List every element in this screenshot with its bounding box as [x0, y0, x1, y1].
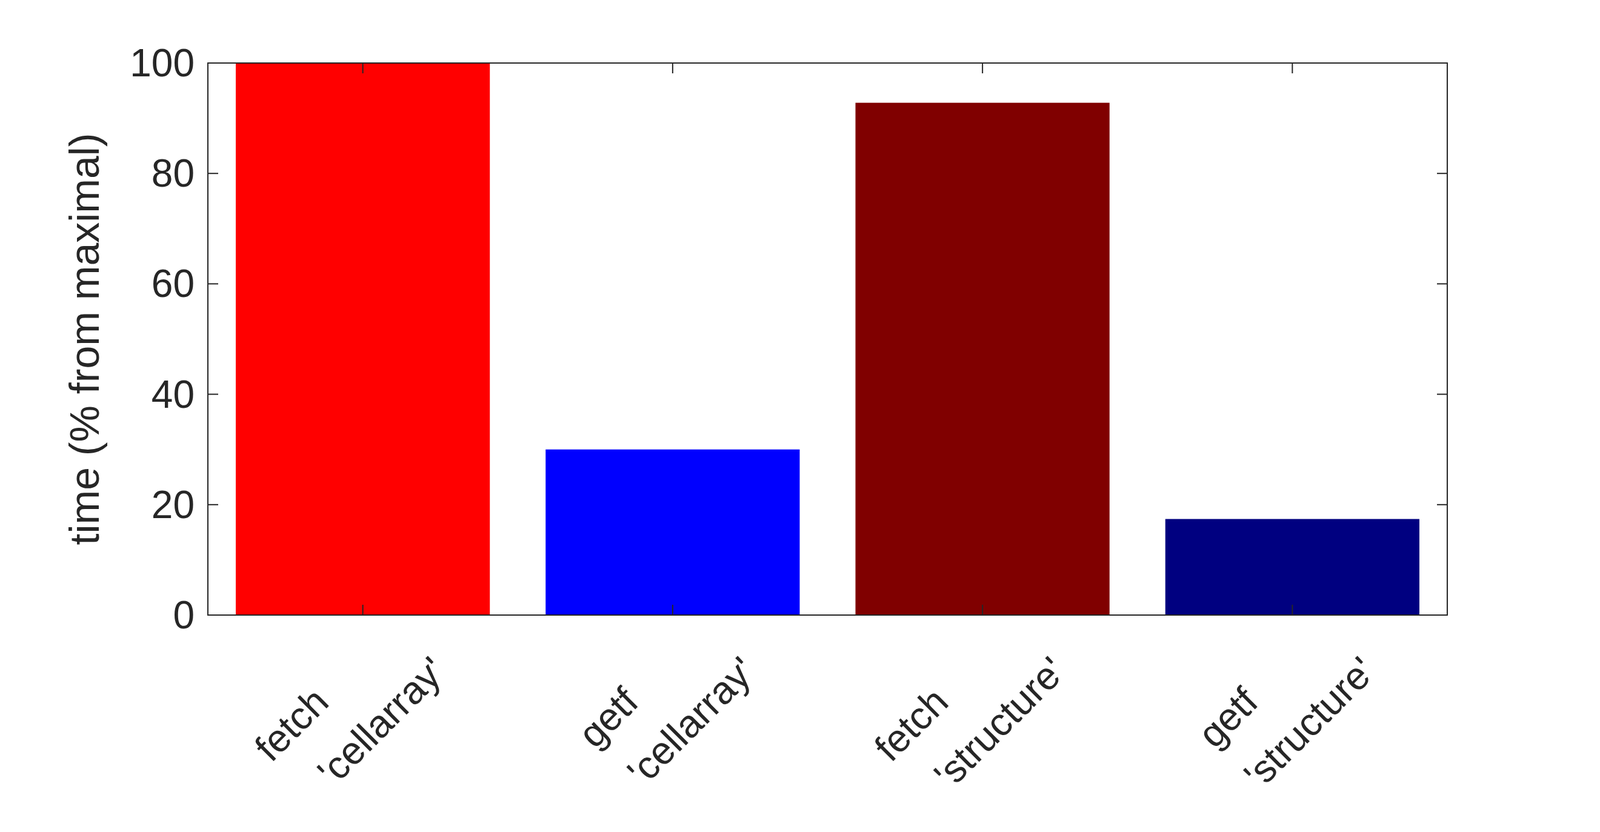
- y-tick-right: [1436, 504, 1448, 506]
- y-tick: [207, 172, 219, 174]
- bar: [235, 63, 490, 616]
- x-tick-top: [362, 63, 364, 74]
- y-tick-label: 0: [172, 593, 195, 637]
- x-tick-top: [672, 63, 674, 74]
- y-tick-right: [1436, 172, 1448, 174]
- x-tick-label-line: getf: [1189, 679, 1267, 757]
- x-tick-top: [1291, 63, 1293, 74]
- y-tick-label: 60: [151, 261, 195, 306]
- chart-svg: 020406080100fetch'cellarray'getf'cellarr…: [0, 0, 1600, 832]
- x-tick-label-line: 'cellarray': [309, 648, 454, 794]
- y-tick-label: 80: [151, 151, 195, 196]
- x-tick: [981, 604, 984, 616]
- x-tick: [362, 604, 364, 616]
- y-tick: [207, 393, 219, 396]
- x-tick-label-line: 'structure': [926, 648, 1074, 797]
- y-tick: [207, 614, 219, 616]
- x-tick-top: [981, 63, 984, 74]
- x-tick: [672, 604, 674, 616]
- x-tick-label: fetch'structure': [866, 605, 1074, 814]
- y-tick-right: [1436, 62, 1448, 64]
- bars: [235, 63, 1420, 616]
- x-tick-label-line: getf: [569, 679, 647, 757]
- y-tick: [207, 62, 219, 64]
- x-tick-label: getf'structure': [1189, 605, 1384, 800]
- x-tick-label-line: 'cellarray': [618, 648, 764, 794]
- chart-container: 020406080100fetch'cellarray'getf'cellarr…: [0, 0, 1600, 832]
- bar: [1165, 518, 1420, 616]
- y-tick-right: [1436, 614, 1448, 616]
- x-tick-label-line: 'structure': [1235, 648, 1384, 797]
- x-tick-label: fetch'cellarray': [246, 605, 455, 814]
- y-tick: [207, 283, 219, 285]
- y-tick-label: 20: [151, 483, 195, 527]
- bar: [545, 449, 800, 616]
- y-tick-right: [1436, 283, 1448, 285]
- x-tick: [1291, 604, 1293, 616]
- y-tick: [207, 504, 219, 506]
- y-axis-label: time (% from maximal): [61, 132, 108, 545]
- background: [0, 0, 1600, 832]
- x-tick-label: getf'cellarray': [569, 605, 764, 800]
- y-tick-label: 40: [151, 372, 195, 417]
- y-tick-label: 100: [129, 41, 195, 85]
- y-tick-right: [1436, 393, 1448, 396]
- axes-frame: [207, 63, 1448, 616]
- bar: [855, 103, 1110, 616]
